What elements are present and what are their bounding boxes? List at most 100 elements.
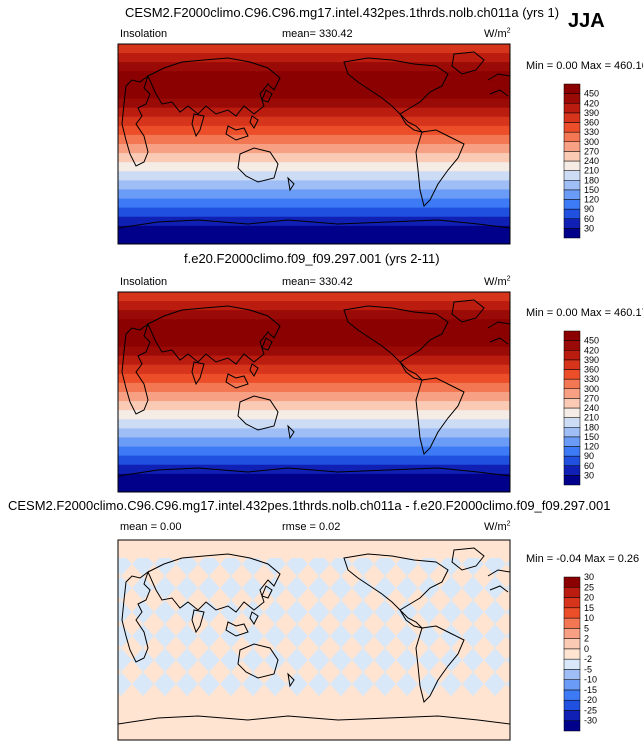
- map-band: [118, 328, 510, 338]
- colorbar-swatch: [563, 465, 581, 476]
- panel2-title: f.e20.F2000climo.f09_f09.297.001 (yrs 2-…: [184, 251, 440, 266]
- map-band: [118, 382, 510, 393]
- colorbar-tick-label: 60: [584, 461, 594, 471]
- colorbar-swatch: [563, 112, 581, 123]
- colorbar-swatch: [563, 218, 581, 229]
- map-band: [118, 180, 510, 190]
- colorbar-swatch: [563, 607, 581, 619]
- colorbar-swatch: [563, 388, 581, 399]
- colorbar-tick-label: 210: [584, 413, 599, 423]
- colorbar-swatch: [563, 180, 581, 191]
- colorbar-tick-label: 420: [584, 345, 599, 355]
- colorbar-tick-label: 240: [584, 156, 599, 166]
- colorbar-swatch: [563, 597, 581, 609]
- colorbar-swatch: [563, 699, 581, 711]
- map-band: [118, 428, 510, 438]
- map-band: [118, 234, 510, 245]
- colorbar-tick-label: 300: [584, 137, 599, 147]
- map-band: [118, 401, 510, 411]
- map-band: [118, 144, 510, 154]
- colorbar-tick-label: 30: [584, 470, 594, 480]
- colorbar-swatch: [563, 436, 581, 447]
- colorbar-tick-label: 30: [584, 223, 594, 233]
- colorbar-tick-label: 150: [584, 185, 599, 195]
- colorbar-swatch: [563, 669, 581, 680]
- map-band: [118, 189, 510, 200]
- map-band: [118, 162, 510, 172]
- colorbar-swatch: [563, 658, 581, 670]
- colorbar-tick-label: 450: [584, 336, 599, 346]
- colorbar-swatch: [563, 151, 581, 162]
- colorbar-swatch: [563, 170, 581, 181]
- colorbar-swatch: [563, 160, 581, 171]
- map-band: [118, 125, 510, 136]
- map-band: [118, 364, 510, 375]
- season-label: JJA: [568, 10, 605, 32]
- colorbar-swatch: [563, 427, 581, 438]
- colorbar-swatch: [563, 628, 581, 639]
- colorbar-swatch: [563, 455, 581, 466]
- colorbar-swatch: [563, 679, 581, 691]
- panel-1: 3060901201501802102402703003303603904204…: [117, 43, 599, 245]
- colorbar-tick-label: 390: [584, 355, 599, 365]
- map-band: [118, 53, 510, 63]
- panel1-title: CESM2.F2000climo.C96.C96.mg17.intel.432p…: [125, 5, 560, 20]
- panel1-units: W/m2: [484, 27, 511, 40]
- map-band: [118, 153, 510, 163]
- colorbar-tick-label: 210: [584, 166, 599, 176]
- map-band: [118, 292, 510, 302]
- colorbar-tick-label: 10: [584, 613, 594, 623]
- map-band: [118, 80, 510, 90]
- map-band: [118, 482, 510, 493]
- panel1-left-label: Insolation: [120, 28, 168, 40]
- panel2-left-label: Insolation: [120, 276, 168, 288]
- map-band: [118, 89, 510, 100]
- colorbar-swatch: [563, 638, 581, 650]
- colorbar-tick-label: 150: [584, 432, 599, 442]
- colorbar-tick-label: -30: [584, 716, 597, 726]
- colorbar-tick-label: -20: [584, 695, 597, 705]
- colorbar-swatch: [563, 350, 581, 361]
- colorbar-swatch: [563, 398, 581, 409]
- map-band: [118, 171, 510, 181]
- map-frame: [117, 539, 511, 741]
- map-band: [118, 392, 510, 402]
- map-band: [118, 207, 510, 218]
- colorbar-swatch: [563, 208, 581, 219]
- map-band: [118, 437, 510, 448]
- panel3-units: W/m2: [484, 520, 511, 533]
- colorbar-tick-label: 300: [584, 384, 599, 394]
- colorbar-swatch: [563, 359, 581, 370]
- colorbar-tick-label: 2: [584, 634, 589, 644]
- map-band: [118, 410, 510, 420]
- map-frame: [117, 291, 511, 493]
- colorbar-swatch: [563, 446, 581, 457]
- colorbar-tick-label: -5: [584, 664, 592, 674]
- colorbar-swatch: [563, 83, 581, 94]
- colorbar-swatch: [563, 228, 581, 239]
- colorbar-tick-label: 30: [584, 572, 594, 582]
- colorbar-tick-label: -15: [584, 685, 597, 695]
- colorbar-tick-label: 390: [584, 108, 599, 118]
- map-band: [118, 473, 510, 484]
- colorbar-tick-label: -2: [584, 654, 592, 664]
- panel2-units: W/m2: [484, 275, 511, 288]
- colorbar-tick-label: 180: [584, 175, 599, 185]
- colorbar-tick-label: 240: [584, 403, 599, 413]
- colorbar-swatch: [563, 710, 581, 721]
- colorbar-tick-label: 330: [584, 127, 599, 137]
- map-band: [118, 107, 510, 118]
- colorbar-tick-label: 330: [584, 374, 599, 384]
- map-band: [118, 337, 510, 348]
- colorbar-swatch: [563, 369, 581, 380]
- map-band: [118, 373, 510, 384]
- colorbar-swatch: [563, 103, 581, 114]
- map-band: [118, 116, 510, 127]
- map-band: [118, 216, 510, 227]
- map-band: [118, 464, 510, 475]
- colorbar-swatch: [563, 93, 581, 104]
- colorbar-swatch: [563, 617, 581, 629]
- panel1-minmax: Min = 0.00 Max = 460.16: [526, 60, 643, 72]
